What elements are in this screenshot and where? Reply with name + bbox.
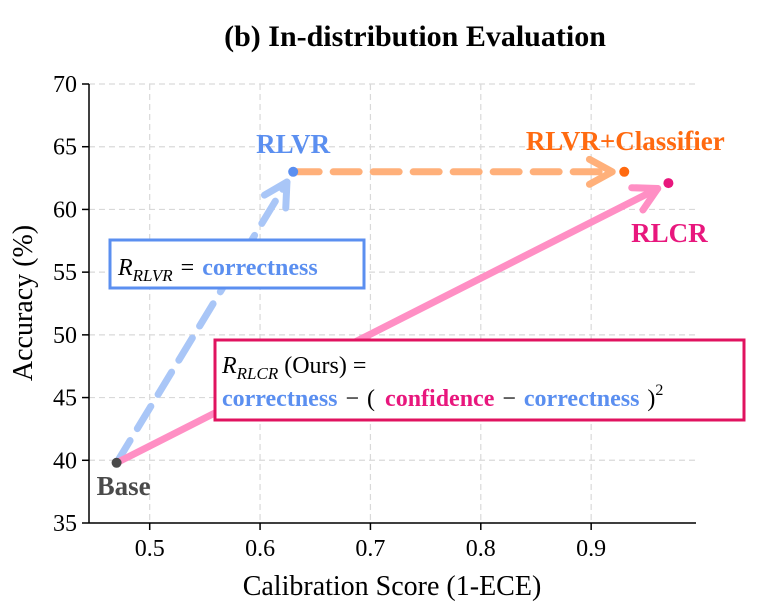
rlcr-reward-suffix: (Ours) =: [284, 353, 366, 379]
data-points: [111, 166, 674, 468]
y-tick-label: 35: [53, 511, 77, 537]
gridlines: [89, 83, 696, 524]
label-rlvr-classifier: RLVR+Classifier: [526, 126, 725, 156]
arrow-rlvr-to-rlvr-classifier: [289, 155, 616, 188]
x-tick-label: 0.5: [135, 536, 165, 562]
rlcr-reward-symbol: R: [221, 353, 237, 379]
svg-text:correctness−(confidence−correc: correctness −(confidence − correctness)2: [222, 382, 663, 412]
x-tick-label: 0.8: [466, 536, 496, 562]
rlcr-close-paren: ): [647, 386, 655, 412]
rlcr-minus-1: −: [346, 386, 360, 412]
point-rlvr-classifier: [619, 166, 630, 177]
chart-title: (b) In-distribution Evaluation: [224, 20, 606, 53]
y-tick-label: 40: [53, 448, 77, 474]
label-rlvr: RLVR: [256, 129, 331, 159]
point-labels: Base RLVR RLVR+Classifier RLCR: [97, 126, 725, 501]
rlcr-minus-2: −: [502, 386, 516, 412]
y-tick-label: 45: [53, 386, 77, 412]
rlcr-term-correctness: correctness: [222, 386, 338, 412]
point-base: [111, 457, 122, 468]
label-base: Base: [97, 471, 151, 501]
rlcr-reward-subscript: RLCR: [236, 364, 279, 383]
label-rlcr: RLCR: [631, 218, 708, 248]
rlcr-reward-box: RRLCR (Ours) = correctness −(confidence − co…: [213, 338, 746, 422]
point-rlvr: [288, 166, 299, 177]
y-tick-label: 70: [53, 72, 77, 98]
x-ticks: 0.5 0.6 0.7 0.8 0.9: [135, 523, 606, 562]
rlcr-term-correctness-2: correctness: [524, 386, 640, 412]
arrow-base-to-rlvr: [113, 178, 291, 467]
arrow-base-to-rlcr: [113, 184, 662, 467]
y-tick-label: 60: [53, 197, 77, 223]
rlcr-term-confidence: confidence: [385, 386, 495, 412]
rlcr-open-paren: (: [367, 386, 375, 412]
rlcr-exponent: 2: [655, 382, 663, 399]
y-tick-label: 65: [53, 135, 77, 161]
x-tick-label: 0.6: [245, 536, 275, 562]
rlvr-reward-equals: =: [181, 255, 195, 281]
x-tick-label: 0.7: [355, 536, 385, 562]
y-ticks: 35 40 45 50 55 60 65 70: [53, 72, 89, 537]
y-tick-label: 50: [53, 323, 77, 349]
rlvr-reward-box: RRLVR = correctness: [108, 238, 366, 290]
rlvr-reward-symbol: R: [117, 255, 133, 281]
x-axis-label: Calibration Score (1-ECE): [243, 571, 542, 602]
rlvr-reward-subscript: RLVR: [132, 266, 174, 285]
arrows: [113, 155, 662, 467]
y-tick-label: 55: [53, 260, 77, 286]
y-axis-label: Accuracy (%): [8, 225, 39, 381]
svg-text:RRLVR=correctness: RRLVR = correctness: [117, 255, 318, 285]
rlvr-reward-term: correctness: [202, 255, 318, 281]
svg-text:RRLCR(Ours) =: RRLCR (Ours) =: [221, 353, 366, 383]
point-rlcr: [663, 178, 674, 189]
x-tick-label: 0.9: [576, 536, 606, 562]
